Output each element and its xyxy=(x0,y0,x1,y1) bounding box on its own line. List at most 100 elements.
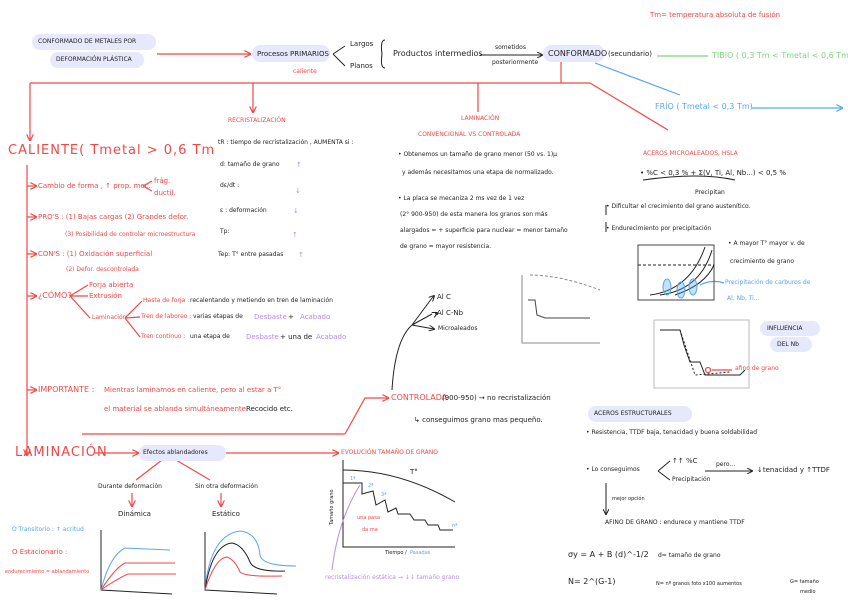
primarios-label: Procesos PRIMARIOS xyxy=(257,50,329,58)
x-axis-label-2: Pasadas xyxy=(410,550,431,556)
importante-label: IMPORTANTE : xyxy=(38,385,95,394)
hasta-forja-desc: recalentando y metiendo en tren de lamin… xyxy=(190,297,333,304)
pero: pero... xyxy=(716,461,736,468)
sin-otra-deformacion: Sin otra deformación xyxy=(195,483,258,490)
cons-2: (2) Defor. descontrolada xyxy=(66,266,139,273)
posteriormente: posteriormente xyxy=(492,59,539,66)
efectos-ablandadores: Efectos ablandadores xyxy=(143,449,208,456)
x-axis-label: Tiempo / xyxy=(385,550,407,556)
extrusion: Extrusión xyxy=(89,292,122,300)
planos: Planos xyxy=(350,62,373,70)
secundario: (secundario) xyxy=(608,50,652,58)
pass-n: nª xyxy=(452,523,458,529)
dinamica: Dinámica xyxy=(118,510,151,518)
una-pasada-1: una pasa xyxy=(357,515,380,521)
title-line-1: CONFORMADO DE METALES POR xyxy=(38,38,137,45)
pros: PRO'S : (1) Bajas cargas (2) Grandes def… xyxy=(38,213,189,221)
endurecimiento: • Endurecimiento por precipitación xyxy=(606,225,712,232)
productos: Productos intermedios xyxy=(393,49,483,58)
c-up: ↑↑ %C xyxy=(672,457,698,465)
laminacion-item: Laminación xyxy=(92,314,127,321)
precipitacion: Precipitación xyxy=(672,476,711,483)
g-definition-2: medio xyxy=(800,589,816,595)
transitorio: O Transitorio : ↑ acritud xyxy=(12,526,84,533)
recristalizacion-title: RECRISTALIZACIÓN xyxy=(228,117,286,124)
acabado-2: Acabado xyxy=(316,333,347,341)
pass-2: 2ª xyxy=(368,483,374,489)
largos: Largos xyxy=(350,40,374,48)
una-pasada-2: da ma xyxy=(362,527,378,533)
mayor-t-2: crecimiento de grano xyxy=(730,258,795,265)
d-definition: d= tamaño de grano xyxy=(658,552,721,559)
result: ↓tenacidad y ↑TTDF xyxy=(757,466,830,474)
estructurales-title: ACEROS ESTRUCTURALES xyxy=(594,410,672,417)
primarios-pill xyxy=(252,45,330,62)
mayor-t-1: • A mayor T° mayor v. de xyxy=(728,240,805,247)
importante-2: el material se ablanda simultáneamente. xyxy=(104,405,249,413)
caliente-note: caliente xyxy=(293,68,317,75)
efectos-pill xyxy=(139,445,226,461)
recrist-arrow-4: ↑ xyxy=(292,231,298,239)
influencia-pill xyxy=(760,321,820,336)
fragil: frág. xyxy=(154,177,171,185)
dificultar: • Dificultar el crecimiento del grano au… xyxy=(606,203,751,210)
precipitan: Precipitan xyxy=(695,189,725,196)
desbaste-2: Desbaste xyxy=(246,333,279,341)
hall-petch-formula: σy = A + B (d)^-1/2 xyxy=(568,550,649,559)
recrist-row-4: Tp: xyxy=(220,228,230,235)
recrist-row-3: ε : deformación xyxy=(220,207,267,214)
microaleados-composicion: • %C < 0,3 % + Σ(V, Ti, Al, Nb...) < 0,5… xyxy=(640,169,786,177)
pass-3: 3ª xyxy=(381,492,387,498)
tibio: TIBIO ( 0,3 Tm < Tmetal < 0,6 Tm) xyxy=(712,51,848,60)
y-axis-label: Tamaño grano xyxy=(329,489,335,525)
cambio-forma: Cambio de forma , ↑ prop. mec. xyxy=(38,182,151,190)
conseguimos-grano: ↳ conseguimos grano mas pequeño. xyxy=(414,416,543,424)
title-pill-2 xyxy=(50,52,144,68)
al-c-nb: Al C-Nb xyxy=(437,309,464,317)
controlada: CONTROLADA xyxy=(391,393,448,402)
t-label: T° xyxy=(410,468,418,476)
pass-1: 1ª xyxy=(350,476,356,482)
tren-continuo-desc: una etapa de xyxy=(190,333,230,340)
caliente-title: CALIENTE( Tmetal > 0,6 Tm xyxy=(8,143,216,158)
conformado-label: CONFORMADO xyxy=(548,49,608,58)
controlada-range: (900-950) → no recristalización xyxy=(442,394,551,402)
lam-p1-l2: y además necesitamos una etapa de normal… xyxy=(402,169,554,176)
recrist-arrow-5: ↑ xyxy=(298,251,304,259)
lam-p2-l4: de grano = mayor resistencia. xyxy=(400,243,492,250)
n-formula: N= 2^(G-1) xyxy=(568,577,616,586)
recrist-arrow-1: ↑ xyxy=(296,161,302,169)
laminacion-top-title: LAMINACIÓN xyxy=(461,115,500,122)
al-c: Al C xyxy=(437,293,451,301)
recristalizacion-intro: tR : tiempo de recristalización , AUMENT… xyxy=(218,139,354,146)
pros-3: (3) Posibilidad de controlar microestruc… xyxy=(65,231,196,238)
recrist-row-5: Tep: T° entre pasadas xyxy=(218,251,284,258)
laminacion-bottom-title: LAMINACIÓN xyxy=(15,445,108,460)
title-pill xyxy=(32,34,156,50)
tren-laboreo-desc: varias etapas de xyxy=(193,313,243,320)
recrist-row-2: dε/dt : xyxy=(220,182,240,189)
importante-3: Recocido etc. xyxy=(246,405,293,413)
microaleados-branch: Microaleados xyxy=(438,325,478,332)
desbaste-1: Desbaste xyxy=(254,313,287,321)
plus-una-de: + una de xyxy=(280,333,313,341)
lam-p2-l2: (2° 900-950) de esta manera los granos s… xyxy=(400,211,548,218)
lam-p1-l1: • Obtenemos un tamaño de grano menor (50… xyxy=(398,151,557,158)
mejor-opcion: mejor opción xyxy=(612,496,645,502)
recrist-arrow-3: ↓ xyxy=(293,207,299,215)
lam-p2-l3: alargados = + superficie para nuclear = … xyxy=(400,227,568,234)
evolucion-title: EVOLUCIÓN TAMAÑO DE GRANO xyxy=(341,449,438,456)
estacionario: O Estacionario : xyxy=(12,548,68,556)
equilibrio: endurecimiento = ablandamiento xyxy=(5,569,90,575)
hasta-forja: Hasta de forja : xyxy=(143,297,190,304)
frio: FRÍO ( Tmetal < 0,3 Tm) xyxy=(655,102,753,111)
g-definition: G= tamaño xyxy=(790,579,819,585)
influencia-2: DEL Nb xyxy=(777,341,799,348)
sometidos: sometidos xyxy=(495,44,526,51)
recrist-arrow-2: ↓ xyxy=(295,187,301,195)
acabado-1: Acabado xyxy=(300,313,331,321)
cons: CON'S : (1) Oxidación superficial xyxy=(38,250,153,258)
precip-2: Al, Nb, Ti... xyxy=(727,295,760,302)
tren-laboreo: Tren de laboreo : xyxy=(141,313,192,320)
